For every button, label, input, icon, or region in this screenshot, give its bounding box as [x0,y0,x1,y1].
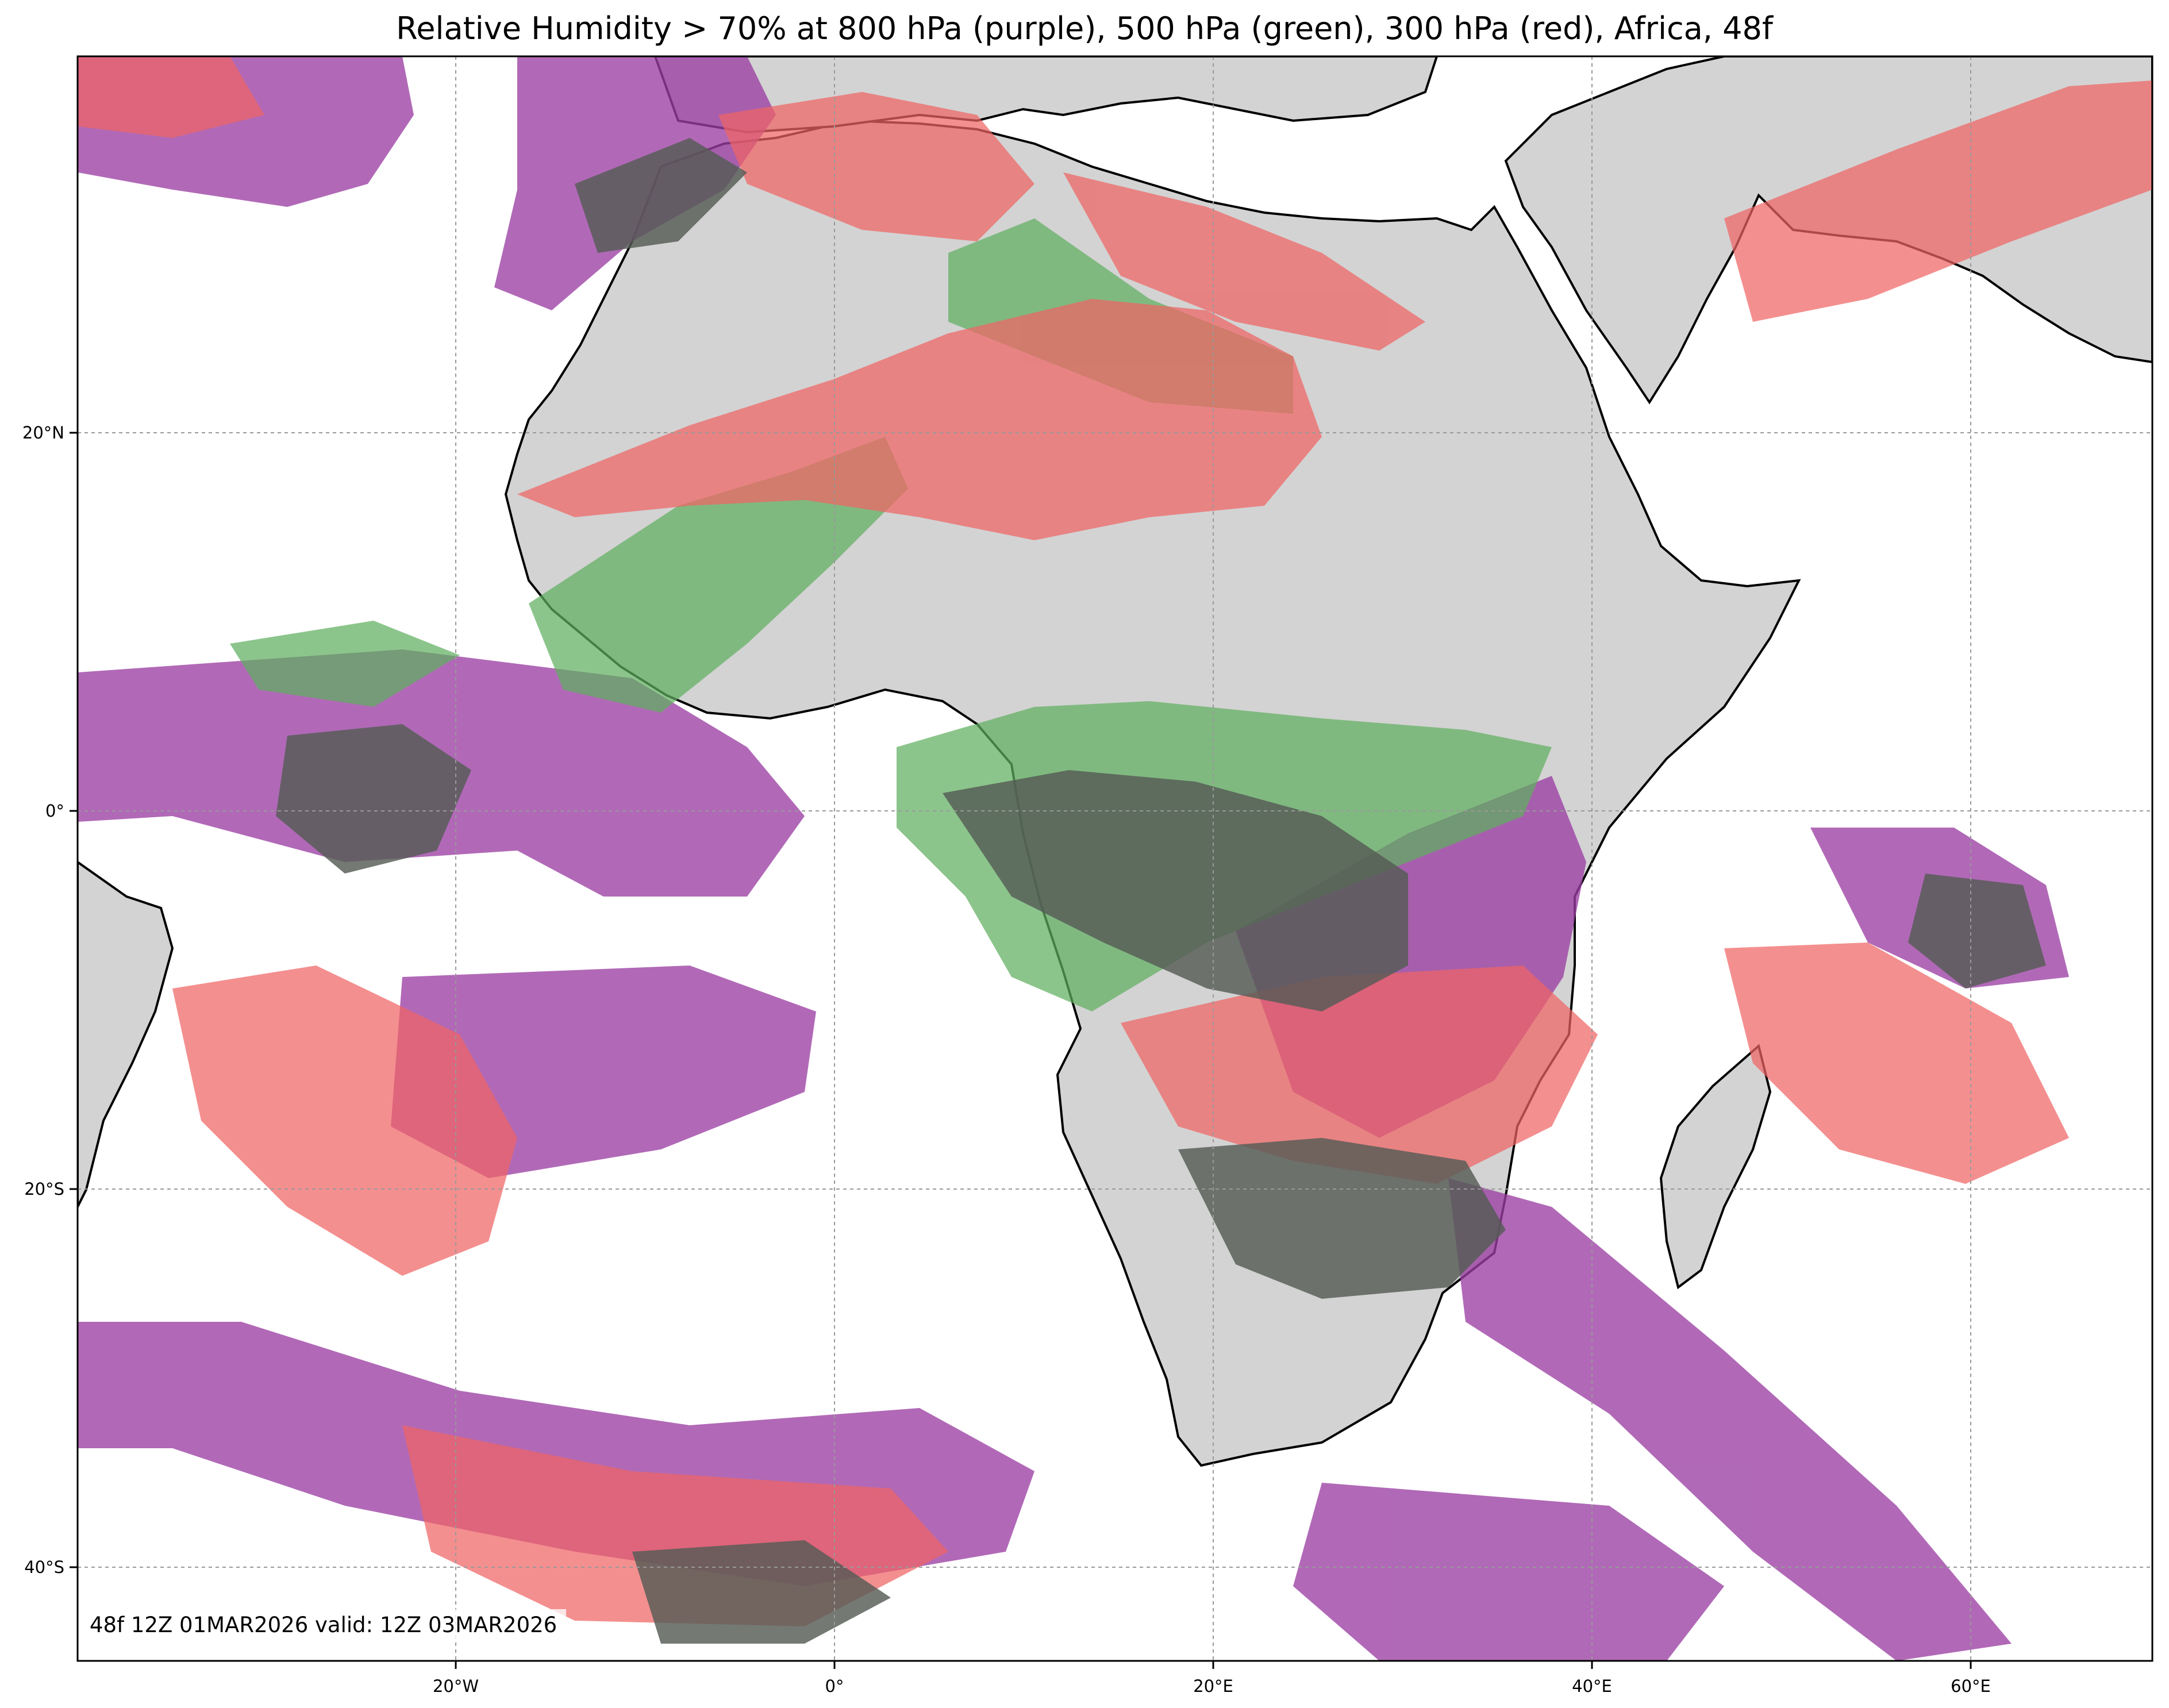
rh-overlap-layer [276,138,2046,1644]
madagascar-landmass [1659,1044,1772,1290]
lon-tick-label: 60°E [1951,1676,1991,1696]
map-frame [76,55,2153,1662]
south-america-landmass [78,860,174,1207]
map-title: Relative Humidity > 70% at 800 hPa (purp… [396,10,1773,47]
graticule [78,56,2152,1661]
valid-time-label: 48f 12Z 01MAR2026 valid: 12Z 03MAR2026 [80,1609,567,1641]
lat-tick-label: 40°S [24,1557,64,1577]
lon-tick-label: 20°E [1193,1676,1233,1696]
lat-tick-label: 20°S [24,1179,64,1199]
lon-tick-label: 40°E [1572,1676,1612,1696]
lon-tick-label: 20°W [433,1676,479,1696]
lon-tick-label: 0° [825,1676,844,1696]
lat-tick-label: 0° [45,801,64,821]
lat-tick-label: 20°N [22,423,64,443]
